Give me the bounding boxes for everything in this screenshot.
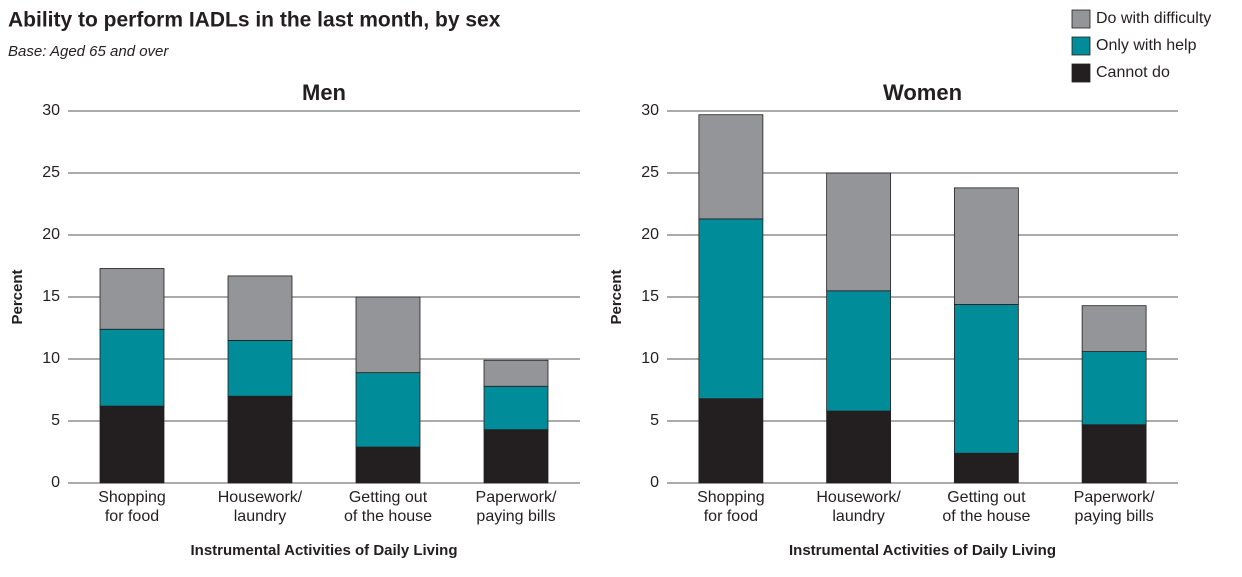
bar-segment (953, 452, 1019, 484)
bar-segment (227, 339, 293, 397)
legend-label: Do with difficulty (1096, 10, 1211, 27)
bar-segment (953, 187, 1019, 305)
y-tick-label: 10 (42, 350, 60, 367)
x-tick-label: Paperwork/paying bills (476, 489, 557, 525)
y-tick-label: 30 (641, 102, 659, 119)
x-tick-label: Getting out of the house (344, 489, 432, 525)
bar-segment (483, 429, 549, 484)
page-title: Ability to perform IADLs in the last mon… (8, 9, 501, 32)
legend-swatch (1071, 9, 1091, 29)
bar-segment (1081, 351, 1147, 426)
panel-title: Women (883, 80, 962, 105)
bar-segment (826, 290, 892, 412)
bar-segment (227, 275, 293, 341)
bar-segment (1081, 424, 1147, 484)
x-tick-label: Getting out of the house (942, 489, 1030, 525)
y-tick-label: 5 (51, 412, 60, 429)
legend-swatch (1071, 36, 1091, 56)
legend-label: Only with help (1096, 37, 1197, 54)
legend-swatch (1071, 63, 1091, 83)
bar-segment (355, 296, 421, 374)
y-tick-label: 25 (641, 164, 659, 181)
y-tick-label: 0 (650, 474, 659, 491)
y-tick-label: 25 (42, 164, 60, 181)
bar-segment (483, 385, 549, 431)
bar-segment (826, 172, 892, 292)
bar-segment (227, 395, 293, 484)
panel-title: Men (302, 80, 346, 105)
bar-segment (698, 398, 764, 484)
x-tick-label: Paperwork/paying bills (1074, 489, 1155, 525)
bar-segment (953, 304, 1019, 454)
y-tick-label: 0 (51, 474, 60, 491)
bar-segment (483, 359, 549, 387)
y-tick-label: 10 (641, 350, 659, 367)
subtitle: Base: Aged 65 and over (8, 43, 169, 60)
x-axis-label: Instrumental Activities of Daily Living (789, 542, 1056, 559)
y-axis-label: Percent (608, 269, 625, 324)
bar-segment (1081, 305, 1147, 352)
y-tick-label: 30 (42, 102, 60, 119)
y-axis-label: Percent (9, 269, 26, 324)
y-tick-label: 20 (42, 226, 60, 243)
x-tick-label: Housework/laundry (816, 489, 901, 525)
bar-segment (698, 218, 764, 400)
y-tick-label: 5 (650, 412, 659, 429)
x-axis-label: Instrumental Activities of Daily Living (191, 542, 458, 559)
x-tick-label: Shopping for food (697, 489, 765, 525)
y-tick-label: 15 (42, 288, 60, 305)
bar-segment (99, 328, 165, 407)
bar-segment (355, 372, 421, 448)
y-tick-label: 15 (641, 288, 659, 305)
x-tick-label: Shopping for food (98, 489, 166, 525)
bar-segment (99, 405, 165, 484)
bar-segment (99, 268, 165, 330)
y-tick-label: 20 (641, 226, 659, 243)
legend-label: Cannot do (1096, 64, 1170, 81)
x-tick-label: Housework/laundry (218, 489, 303, 525)
bar-segment (698, 114, 764, 220)
bar-segment (826, 410, 892, 484)
bar-segment (355, 446, 421, 484)
